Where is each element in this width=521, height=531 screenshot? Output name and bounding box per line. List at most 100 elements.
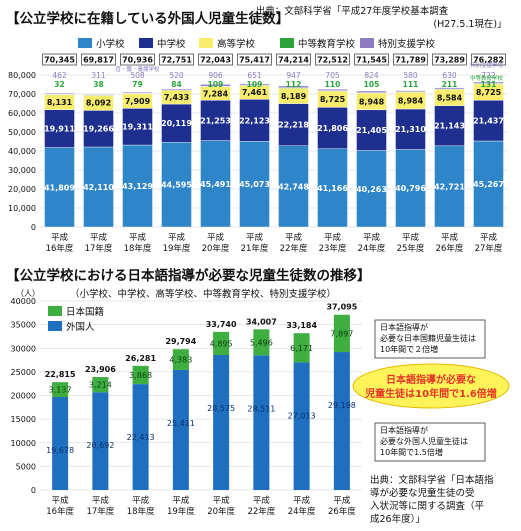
value-label: 21,405 (356, 126, 387, 135)
bar-segment-japanese (213, 331, 230, 355)
bar-segment-foreign (333, 352, 350, 490)
value-label: 29,198 (328, 401, 356, 410)
value-label: 8,131 (47, 98, 73, 107)
y-tick-label: 30,000 (8, 166, 36, 175)
legend-label-1: 小学校 (96, 38, 125, 50)
x-tick-label: 平成 (402, 232, 420, 243)
total-box (81, 53, 116, 66)
x-tick-label: 平成 (480, 232, 498, 243)
value-label: 508 (130, 71, 145, 80)
y-tick-label: 35000 (11, 321, 36, 330)
bar-segment-1 (200, 140, 231, 228)
chart-2-subtitle: （小学校、中学校、高等学校、中等教育学校、特別支援学校） (70, 288, 336, 300)
total-label: 73,289 (434, 56, 465, 65)
x-tick-label: 16年度 (46, 243, 74, 254)
x-tick-label: 平成 (324, 232, 342, 243)
value-label: 109 (208, 80, 224, 89)
value-label: 42,110 (83, 183, 114, 192)
legend-label-japanese: 日本国籍 (66, 306, 104, 318)
value-label: 22,413 (127, 433, 155, 442)
bar-segment-5 (317, 89, 348, 91)
y-tick-label: 25000 (11, 368, 36, 377)
value-label: 630 (442, 71, 457, 80)
callout-shape (352, 363, 510, 409)
annotation-text: 10年間で２倍増 (380, 344, 438, 354)
value-label: 21,806 (317, 124, 348, 133)
total-label: 29,794 (165, 337, 196, 346)
y-tick-label: 15000 (11, 415, 36, 424)
value-label: 21,253 (200, 116, 231, 125)
value-label: 705 (325, 71, 340, 80)
bar-segment-1 (161, 142, 192, 228)
bar-segment-1 (434, 145, 465, 228)
value-label: 27,013 (288, 411, 316, 420)
value-label: 21,310 (395, 125, 426, 134)
value-label: 20,692 (86, 441, 114, 450)
value-label: 111 (403, 80, 419, 89)
bar-segment-japanese (253, 329, 270, 356)
legend-label-4: 中等教育学校 (298, 38, 356, 50)
value-label: 45,491 (200, 180, 231, 189)
bar-segment-2 (239, 99, 270, 142)
value-label: 311 (91, 71, 106, 80)
total-label: 74,214 (278, 56, 309, 65)
value-label: 8,948 (359, 97, 385, 106)
bar-segment-2 (200, 99, 231, 141)
total-box (276, 53, 311, 66)
value-label: 42,748 (278, 182, 309, 191)
value-label: 19,678 (46, 446, 74, 455)
annotation-frame (374, 422, 486, 462)
y-unit-label: （人） (16, 289, 40, 298)
x-tick-label: 23年度 (319, 243, 347, 254)
x-tick-label: 25年度 (397, 243, 425, 254)
chart-1-source: 出典：文部科学省「平成27年度学校基本調査 (256, 5, 449, 17)
bar-segment-2 (278, 103, 309, 146)
value-label: 580 (403, 71, 418, 80)
x-tick-label: 20年度 (207, 506, 235, 517)
y-tick-label: 50,000 (8, 128, 36, 137)
total-label: 76,282 (473, 56, 504, 65)
y-tick-label: 5000 (16, 462, 36, 471)
x-tick-label: 平成 (52, 495, 70, 506)
chart-1-source-date: (H27.5.1現在)」 (433, 18, 506, 30)
y-tick-label: 70,000 (8, 90, 36, 99)
total-label: 26,281 (125, 354, 156, 363)
value-label: 40,263 (356, 185, 387, 194)
total-box (42, 53, 77, 66)
legend-swatch-4 (280, 38, 294, 48)
value-label: 79 (132, 80, 142, 89)
y-tick-label: 0 (31, 223, 36, 232)
annotation-frame (374, 319, 486, 359)
y-tick-label: 40000 (11, 297, 36, 306)
bar-segment-2 (161, 103, 192, 143)
x-tick-label: 18年度 (127, 506, 155, 517)
total-label: 72,751 (161, 56, 192, 65)
source-text: 入状況等に関する調査（平 (370, 500, 485, 512)
total-box (315, 53, 350, 66)
bar-segment-5 (122, 92, 153, 94)
value-label: 7,909 (125, 97, 151, 106)
value-label: 8,584 (437, 94, 463, 103)
chart-1-title: 【公立学校に在籍している外国人児童生徒数】 (6, 10, 289, 27)
bar-segment-foreign (52, 397, 69, 490)
value-label: 19,311 (122, 123, 153, 132)
value-label: 3,868 (129, 371, 152, 380)
legend-label-2: 中学校 (157, 38, 186, 50)
value-label: 462 (52, 71, 67, 80)
value-label: 8,725 (476, 88, 502, 97)
value-label: 7,284 (203, 89, 229, 98)
value-label: 22,218 (278, 121, 309, 130)
y-tick-label: 60,000 (8, 109, 36, 118)
value-label: 8,092 (86, 99, 111, 108)
x-tick-label: 平成 (132, 495, 150, 506)
total-label: 75,417 (239, 56, 270, 65)
total-label: 71,789 (395, 56, 426, 65)
y-tick-label: 20,000 (8, 185, 36, 194)
x-tick-label: 平成 (246, 232, 264, 243)
value-label: 20,119 (161, 119, 192, 128)
x-tick-label: 平成 (213, 495, 231, 506)
annotation-text: 日本語指導が (380, 322, 428, 332)
y-tick-label: 10000 (11, 439, 36, 448)
